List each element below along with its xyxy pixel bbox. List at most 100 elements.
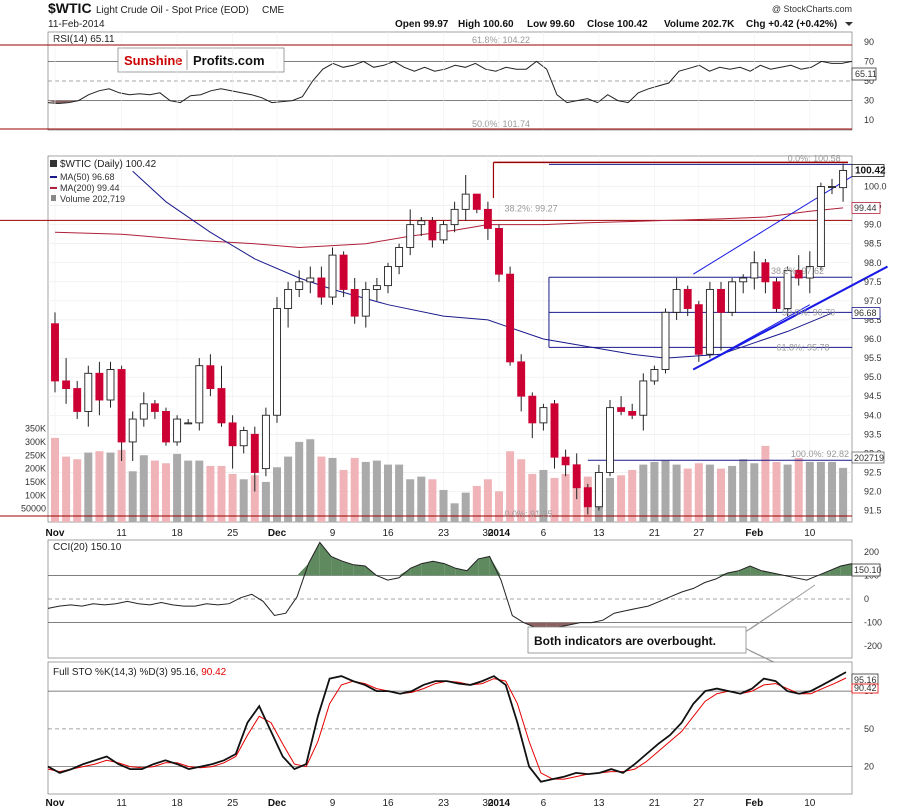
candle-body xyxy=(606,407,614,473)
x-axis-label: 27 xyxy=(693,798,705,809)
candle-body xyxy=(217,388,226,424)
candle-body xyxy=(261,414,270,470)
x-axis-label: 13 xyxy=(593,528,605,539)
candle-body xyxy=(206,365,215,390)
rsi-tick-label: 90 xyxy=(864,37,874,47)
candle-body xyxy=(228,422,237,447)
x-axis-label: 21 xyxy=(649,798,661,809)
x-axis-label: 6 xyxy=(541,528,547,539)
volume-bar xyxy=(439,489,448,522)
open-value: Open 99.97 xyxy=(395,19,449,30)
volume-bar xyxy=(372,460,381,522)
candle-body xyxy=(772,281,781,309)
cci-overbought-fill xyxy=(466,558,479,576)
candle-body xyxy=(273,308,281,416)
price-tick-label: 97.0 xyxy=(864,296,882,306)
candle-body xyxy=(162,410,170,443)
sunshine-profits-logo: Sunshine Profits.com xyxy=(117,47,285,73)
price-tick-label: 100.0 xyxy=(864,182,887,192)
volume-bar xyxy=(117,449,126,522)
candle-body xyxy=(594,471,603,508)
channel-lower-line xyxy=(693,304,811,370)
volume-bar xyxy=(184,460,193,522)
candle-body xyxy=(128,418,137,443)
volume-bar xyxy=(195,460,204,522)
x-axis-label: 16 xyxy=(382,798,394,809)
legend-ma200: MA(200) 99.44 xyxy=(60,183,120,193)
rsi-current-value: 65.11 xyxy=(855,69,877,79)
legend-volume: Volume 202,719 xyxy=(60,194,125,204)
volume-bar xyxy=(495,491,503,522)
volume-bar xyxy=(139,455,148,522)
candle-body xyxy=(284,288,293,309)
price-tick-label: 95.0 xyxy=(864,372,882,382)
cci-tick-label: 200 xyxy=(864,547,879,557)
cci-current-badge: 150.10 xyxy=(851,563,882,577)
symbol-title: $WTIC xyxy=(48,0,92,16)
x-axis-label: 23 xyxy=(438,528,450,539)
x-axis-label: 27 xyxy=(693,528,705,539)
fib-label: 38.2%: 99.27 xyxy=(505,203,558,213)
candle-body xyxy=(372,285,381,290)
badge-close-value: 100.42 xyxy=(855,166,886,177)
volume-tick-label: 300K xyxy=(25,437,46,447)
candle-body xyxy=(839,170,848,189)
volume-bar xyxy=(650,461,659,522)
candlesticks xyxy=(51,163,848,515)
candle-body xyxy=(550,403,559,458)
cci-overbought-fill xyxy=(829,565,841,576)
sto-tick-label: 20 xyxy=(864,762,874,772)
cci-overbought-fill xyxy=(750,565,762,576)
price-tick-label: 93.5 xyxy=(864,429,882,439)
stochastic-panel: Full STO %K(14,3) %D(3) 95.16, 90.42 805… xyxy=(47,661,879,795)
candle-body xyxy=(317,277,326,298)
volume-bar xyxy=(239,479,248,522)
badge-ma200: 99.44 xyxy=(851,201,881,214)
fib-label: 50.0%: 96.70 xyxy=(782,307,835,317)
x-axis-label: 25 xyxy=(227,528,239,539)
candle-body xyxy=(650,369,659,382)
sto-axis: 805020 xyxy=(864,686,874,771)
candle-body xyxy=(572,464,581,489)
candle-body xyxy=(117,369,126,443)
cci-tick-label: 0 xyxy=(864,594,869,604)
volume-bar xyxy=(828,461,836,522)
cci-overbought-fill xyxy=(738,565,751,576)
x-axis-label: 10 xyxy=(804,798,816,809)
low-value: Low 99.60 xyxy=(527,19,575,30)
volume-bar xyxy=(51,437,59,522)
candle-body xyxy=(439,224,448,241)
ma200-line xyxy=(54,207,844,249)
candle-body xyxy=(250,433,259,473)
logo-sunshine: Sunshine xyxy=(124,53,183,68)
rsi-tick-label: 50 xyxy=(864,76,874,86)
volume-bar xyxy=(672,464,681,522)
x-axis-label: 16 xyxy=(382,528,394,539)
volume-bar xyxy=(273,467,281,522)
candle-body xyxy=(95,372,104,401)
candle-body xyxy=(661,311,670,370)
volume-bar xyxy=(661,460,670,522)
volume-bar xyxy=(206,465,215,522)
candle-body xyxy=(517,361,526,397)
volume-value: Volume 202.7K xyxy=(664,19,735,30)
dropdown-chevron-icon[interactable] xyxy=(845,22,853,26)
volume-bar xyxy=(472,485,481,522)
candle-body xyxy=(239,430,248,447)
legend-symbol: $WTIC (Daily) 100.42 xyxy=(60,159,157,170)
volume-tick-label: 50000 xyxy=(21,504,46,514)
cci-panel: CCI(20) 150.10 2001000-100-200 150.10 Bo… xyxy=(47,539,882,683)
fib-label: 61.8%: 95.78 xyxy=(777,342,830,352)
chart-header: $WTIC Light Crude Oil - Spot Price (EOD)… xyxy=(48,0,853,30)
x-axis-label: 6 xyxy=(541,798,547,809)
candle-body xyxy=(106,369,115,401)
legend-volume-icon xyxy=(51,195,56,201)
price-tick-label: 99.0 xyxy=(864,220,882,230)
volume-bar xyxy=(539,469,548,522)
candle-body xyxy=(672,288,681,313)
sto-d-label: 90.42 xyxy=(201,667,226,678)
uptrend-support-line xyxy=(692,265,888,371)
cci-overbought-fill xyxy=(308,542,320,576)
legend-candle-icon xyxy=(50,160,57,167)
price-tick-label: 94.0 xyxy=(864,410,882,420)
